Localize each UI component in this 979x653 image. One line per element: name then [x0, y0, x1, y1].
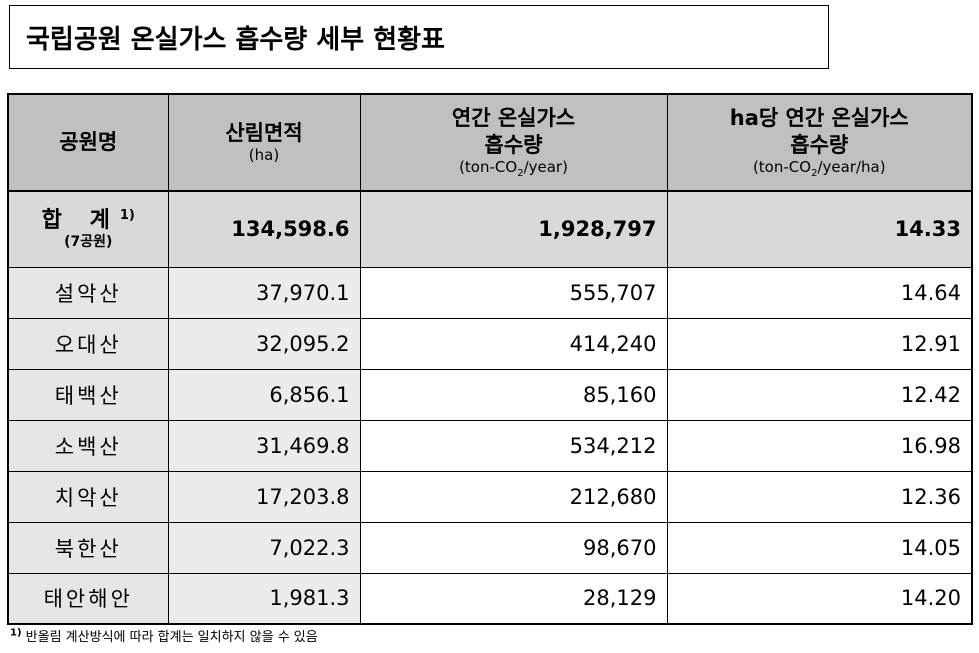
header-per-ha-line1: ha당 연간 온실가스: [729, 106, 909, 131]
table-row: 북한산 7,022.3 98,670 14.05: [7, 521, 973, 574]
table-row: 소백산 31,469.8 534,212 16.98: [7, 419, 973, 472]
header-annual-absorption: 연간 온실가스 흡수량 (ton-CO2/year): [359, 93, 668, 192]
total-footnote-mark: 1): [119, 207, 135, 223]
table-row: 태백산 6,856.1 85,160 12.42: [7, 368, 973, 421]
park-name: 설악산: [7, 266, 169, 319]
footnote-text: 반올림 계산방식에 따라 합계는 일치하지 않을 수 있음: [25, 630, 318, 645]
title-box: 국립공원 온실가스 흡수량 세부 현황표: [9, 5, 829, 69]
table-row: 태안해안 1,981.3 28,129 14.20: [7, 572, 973, 625]
header-annual-unit: (ton-CO2/year): [459, 157, 568, 179]
annual-absorption: 414,240: [359, 317, 668, 370]
park-name: 태안해안: [7, 572, 169, 625]
annual-absorption: 212,680: [359, 470, 668, 523]
table-row: 설악산 37,970.1 555,707 14.64: [7, 266, 973, 319]
forest-area: 6,856.1: [167, 368, 361, 421]
header-per-ha-line2: 흡수량: [790, 132, 849, 157]
per-ha-absorption: 12.42: [666, 368, 973, 421]
annual-absorption: 534,212: [359, 419, 668, 472]
per-ha-absorption: 14.64: [666, 266, 973, 319]
table-header-row: 공원명 산림면적 (ha) 연간 온실가스 흡수량 (ton-CO2/year)…: [7, 93, 973, 192]
header-per-ha-absorption: ha당 연간 온실가스 흡수량 (ton-CO2/year/ha): [666, 93, 973, 192]
annual-absorption: 555,707: [359, 266, 668, 319]
park-name: 북한산: [7, 521, 169, 574]
forest-area: 17,203.8: [167, 470, 361, 523]
header-park-name: 공원명: [7, 93, 169, 192]
page-title: 국립공원 온실가스 흡수량 세부 현황표: [26, 24, 445, 55]
footnote-mark: 1): [10, 627, 22, 639]
total-park-count: (7공원): [64, 234, 113, 251]
header-park-name-label: 공원명: [59, 130, 118, 155]
per-ha-absorption: 12.36: [666, 470, 973, 523]
forest-area: 37,970.1: [167, 266, 361, 319]
total-forest-area: 134,598.6: [167, 190, 361, 268]
table-row: 오대산 32,095.2 414,240 12.91: [7, 317, 973, 370]
total-per-ha-absorption: 14.33: [666, 190, 973, 268]
per-ha-absorption: 14.20: [666, 572, 973, 625]
header-forest-area-unit: (ha): [248, 145, 280, 164]
forest-area: 7,022.3: [167, 521, 361, 574]
per-ha-absorption: 12.91: [666, 317, 973, 370]
annual-absorption: 28,129: [359, 572, 668, 625]
forest-area: 31,469.8: [167, 419, 361, 472]
park-name: 오대산: [7, 317, 169, 370]
carbon-absorption-table: 공원명 산림면적 (ha) 연간 온실가스 흡수량 (ton-CO2/year)…: [7, 93, 973, 625]
total-annual-absorption: 1,928,797: [359, 190, 668, 268]
park-name: 소백산: [7, 419, 169, 472]
header-forest-area: 산림면적 (ha): [167, 93, 361, 192]
per-ha-absorption: 14.05: [666, 521, 973, 574]
total-row: 합 계1) (7공원) 134,598.6 1,928,797 14.33: [7, 190, 973, 268]
annual-absorption: 85,160: [359, 368, 668, 421]
header-forest-area-label: 산림면적: [225, 120, 303, 145]
header-per-ha-unit: (ton-CO2/year/ha): [752, 157, 886, 179]
footnote: 1) 반올림 계산방식에 따라 합계는 일치하지 않을 수 있음: [10, 626, 318, 645]
per-ha-absorption: 16.98: [666, 419, 973, 472]
park-name: 치악산: [7, 470, 169, 523]
forest-area: 1,981.3: [167, 572, 361, 625]
park-name: 태백산: [7, 368, 169, 421]
table-row: 치악산 17,203.8 212,680 12.36: [7, 470, 973, 523]
annual-absorption: 98,670: [359, 521, 668, 574]
total-name-cell: 합 계1) (7공원): [7, 190, 169, 268]
forest-area: 32,095.2: [167, 317, 361, 370]
header-annual-line2: 흡수량: [484, 132, 543, 157]
total-label: 합 계: [41, 207, 120, 233]
header-annual-line1: 연간 온실가스: [451, 106, 576, 131]
